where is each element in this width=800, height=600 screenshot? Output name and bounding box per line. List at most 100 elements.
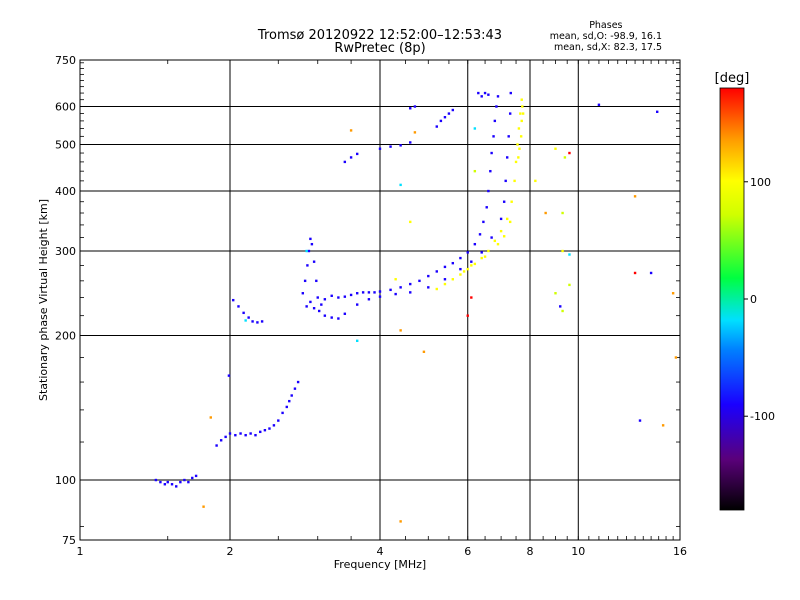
- data-point: [568, 253, 571, 256]
- data-point: [520, 98, 523, 101]
- data-point: [466, 267, 469, 271]
- data-point: [394, 292, 397, 296]
- data-point: [473, 127, 477, 130]
- data-point: [330, 294, 333, 297]
- y-tick-label: 100: [55, 474, 76, 487]
- data-point: [473, 242, 477, 246]
- data-point: [378, 290, 382, 293]
- data-point: [367, 291, 371, 294]
- data-point: [290, 394, 293, 397]
- x-tick-label: 16: [673, 545, 687, 558]
- data-point: [470, 296, 473, 299]
- data-point: [427, 286, 430, 289]
- data-point: [315, 279, 318, 283]
- data-point: [378, 147, 382, 150]
- data-point: [244, 433, 247, 437]
- data-point: [490, 236, 493, 239]
- data-point: [249, 432, 252, 435]
- data-point: [597, 103, 601, 106]
- data-point: [251, 320, 254, 323]
- data-point: [330, 316, 333, 319]
- data-point: [224, 435, 227, 439]
- data-point: [268, 427, 271, 430]
- data-point: [443, 278, 447, 281]
- data-point: [399, 329, 402, 332]
- data-point: [316, 296, 319, 299]
- data-point: [633, 271, 637, 275]
- data-point: [517, 127, 521, 130]
- data-point: [307, 249, 311, 253]
- data-point: [492, 135, 495, 138]
- data-point: [305, 305, 308, 308]
- chart-title: Tromsø 20120922 12:52:00–12:53:43: [257, 28, 503, 43]
- data-point: [496, 242, 500, 246]
- data-point: [544, 211, 547, 215]
- data-point: [367, 298, 371, 301]
- data-point: [561, 211, 564, 215]
- data-point: [505, 156, 509, 159]
- x-tick-label: 10: [571, 545, 585, 558]
- data-point: [473, 262, 477, 266]
- chart-subtitle: RwPretec (8p): [334, 41, 426, 56]
- data-point: [361, 291, 365, 294]
- x-axis-label: Frequency [MHz]: [334, 558, 426, 571]
- data-point: [263, 429, 267, 432]
- data-point: [499, 229, 503, 233]
- data-point: [517, 156, 520, 159]
- data-point: [487, 93, 490, 96]
- data-point: [521, 112, 525, 115]
- data-point: [493, 239, 497, 243]
- data-point: [312, 260, 316, 263]
- data-point: [277, 419, 280, 422]
- data-point: [563, 156, 567, 159]
- data-point: [399, 183, 402, 187]
- data-point: [219, 439, 223, 442]
- data-point: [163, 483, 167, 486]
- data-point: [227, 374, 231, 377]
- data-point: [443, 282, 447, 286]
- data-point: [272, 424, 276, 427]
- data-point: [561, 309, 564, 313]
- x-tick-label: 6: [464, 545, 471, 558]
- data-point: [413, 131, 417, 134]
- data-point: [510, 200, 513, 203]
- data-point: [485, 206, 488, 209]
- data-point: [320, 303, 323, 306]
- data-point: [534, 179, 537, 183]
- data-point: [209, 416, 212, 419]
- data-point: [633, 195, 637, 198]
- data-point: [232, 298, 235, 302]
- data-point: [409, 107, 412, 110]
- data-point: [166, 480, 169, 484]
- y-axis-label: Stationary phase Virtual Height [km]: [37, 199, 50, 401]
- data-point: [451, 108, 455, 112]
- data-point: [568, 283, 571, 287]
- data-point: [487, 249, 490, 253]
- data-point: [349, 156, 353, 159]
- x-tick-label: 8: [527, 545, 534, 558]
- data-point: [513, 179, 516, 183]
- data-point: [296, 380, 300, 384]
- data-point: [674, 356, 678, 359]
- plot-frame: [79, 59, 681, 541]
- data-point: [435, 125, 438, 128]
- data-point: [343, 295, 347, 298]
- data-point: [394, 278, 397, 281]
- data-point: [568, 151, 571, 155]
- data-point: [435, 287, 438, 291]
- data-point: [244, 319, 247, 322]
- data-point: [496, 95, 500, 98]
- y-tick-label: 400: [55, 185, 76, 198]
- data-point: [228, 432, 232, 435]
- colorbar-tick-label: 0: [750, 293, 757, 306]
- data-point: [215, 444, 218, 447]
- data-point: [194, 474, 198, 478]
- data-point: [301, 292, 305, 295]
- x-tick-label: 2: [227, 545, 234, 558]
- data-point: [508, 112, 512, 115]
- data-point: [175, 485, 178, 488]
- data-point: [671, 292, 675, 295]
- data-point: [317, 309, 321, 313]
- data-point: [309, 300, 312, 304]
